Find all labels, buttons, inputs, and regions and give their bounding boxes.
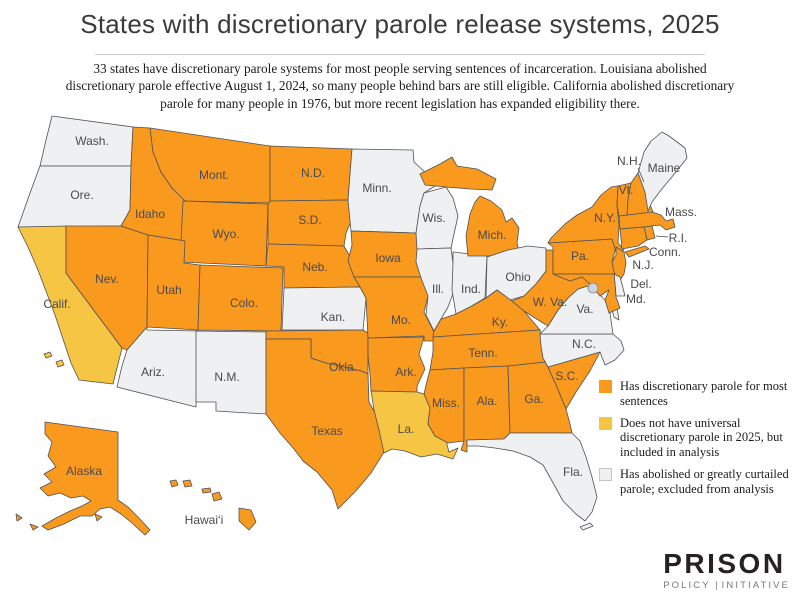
legend-item-partial: Does not have universal discretionary pa… — [599, 416, 794, 460]
state-label-il: Ill. — [432, 282, 444, 296]
state-label-md: Md. — [626, 292, 646, 306]
logo-tagline-policy: POLICY — [663, 580, 711, 591]
state-ks — [281, 286, 367, 331]
logo-divider — [715, 581, 717, 590]
parole-swatch-icon — [599, 380, 612, 393]
state-hi — [169, 479, 257, 531]
state-label-ia: Iowa — [375, 251, 401, 265]
state-label-pa: Pa. — [571, 249, 589, 263]
state-wi — [415, 186, 459, 250]
state-label-ar: Ark. — [395, 365, 416, 379]
state-label-ma: Mass. — [665, 205, 697, 219]
state-label-fl: Fla. — [563, 465, 583, 479]
state-shapes — [15, 115, 688, 536]
title-divider — [95, 54, 705, 55]
partial-swatch-icon — [599, 416, 612, 430]
state-label-nd: N.D. — [301, 166, 325, 180]
state-label-ne: Neb. — [302, 260, 327, 274]
state-label-la: La. — [398, 422, 415, 436]
state-label-wa: Wash. — [75, 134, 109, 148]
state-label-mn: Minn. — [362, 181, 391, 195]
state-label-oh: Ohio — [505, 270, 531, 284]
state-label-de: Del. — [630, 277, 651, 291]
legend-label-partial: Does not have universal discretionary pa… — [620, 415, 783, 460]
state-label-tn: Tenn. — [468, 346, 497, 360]
state-label-tx: Texas — [311, 424, 342, 438]
state-label-nv: Nev. — [95, 272, 119, 286]
legend-label-parole: Has discretionary parole for most senten… — [620, 379, 788, 408]
state-label-ut: Utah — [156, 283, 181, 297]
state-label-ak: Alaska — [66, 464, 102, 478]
subtitle: 33 states have discretionary parole syst… — [65, 61, 735, 111]
ppi-logo: PRISON POLICY INITIATIVE — [663, 548, 790, 592]
state-label-id: Idaho — [135, 207, 165, 221]
state-label-ny: N.Y. — [594, 211, 616, 225]
label-leader-line-ri — [655, 235, 669, 238]
state-label-sc: S.C. — [555, 369, 578, 383]
logo-tagline: POLICY INITIATIVE — [663, 580, 790, 591]
state-label-sd: S.D. — [298, 213, 321, 227]
state-label-va: Va. — [576, 302, 593, 316]
page-title: States with discretionary parole release… — [80, 9, 720, 39]
state-label-hi: Hawai‘i — [185, 513, 224, 527]
legend-label-excluded: Has abolished or greatly curtailed parol… — [620, 466, 789, 496]
state-label-wy: Wyo. — [212, 227, 239, 241]
state-label-ok: Okla. — [329, 360, 357, 374]
state-label-wi: Wis. — [422, 211, 445, 225]
state-label-ca: Calif. — [43, 297, 70, 311]
state-label-co: Colo. — [230, 296, 258, 310]
state-md — [552, 273, 621, 314]
excluded-swatch-icon — [599, 467, 612, 481]
state-label-az: Ariz. — [141, 365, 165, 379]
state-label-ks: Kan. — [321, 310, 346, 324]
state-fl — [466, 432, 598, 531]
state-label-nc: N.C. — [572, 337, 596, 351]
label-leader-line-nh — [637, 167, 645, 183]
state-label-mi: Mich. — [478, 228, 507, 242]
state-label-ky: Ky. — [492, 315, 508, 329]
state-label-me: Maine — [648, 161, 681, 175]
state-label-wv: W. Va. — [533, 295, 567, 309]
state-label-mt: Mont. — [199, 168, 229, 182]
state-label-nj: N.J. — [632, 258, 653, 272]
legend-item-parole: Has discretionary parole for most senten… — [599, 379, 794, 409]
state-labels: Wash. Ore. Calif. Nev. Idaho Mont. Wyo. Utah Col… — [43, 134, 697, 527]
dc-circle — [587, 282, 599, 294]
state-label-ms: Miss. — [432, 396, 460, 410]
state-label-or: Ore. — [70, 188, 93, 202]
state-label-ct: Conn. — [649, 245, 681, 259]
state-label-mo: Mo. — [391, 313, 411, 327]
state-ar — [367, 336, 426, 393]
state-label-ga: Ga. — [524, 392, 543, 406]
state-label-nh: N.H. — [617, 154, 641, 168]
state-label-in: Ind. — [461, 282, 481, 296]
state-mi — [419, 156, 521, 257]
map-legend: Has discretionary parole for most senten… — [599, 379, 794, 503]
state-label-al: Ala. — [477, 394, 498, 408]
state-label-ri: R.I. — [669, 231, 688, 245]
state-me — [637, 131, 688, 212]
state-label-nm: N.M. — [214, 370, 239, 384]
state-ak — [15, 421, 151, 536]
state-label-vt: Vt. — [619, 183, 634, 197]
logo-tagline-initiative: INITIATIVE — [721, 580, 790, 591]
state-nc — [539, 333, 625, 368]
legend-item-excluded: Has abolished or greatly curtailed parol… — [599, 467, 794, 497]
logo-prison-wordmark: PRISON — [663, 548, 786, 579]
state-ct — [619, 226, 648, 250]
